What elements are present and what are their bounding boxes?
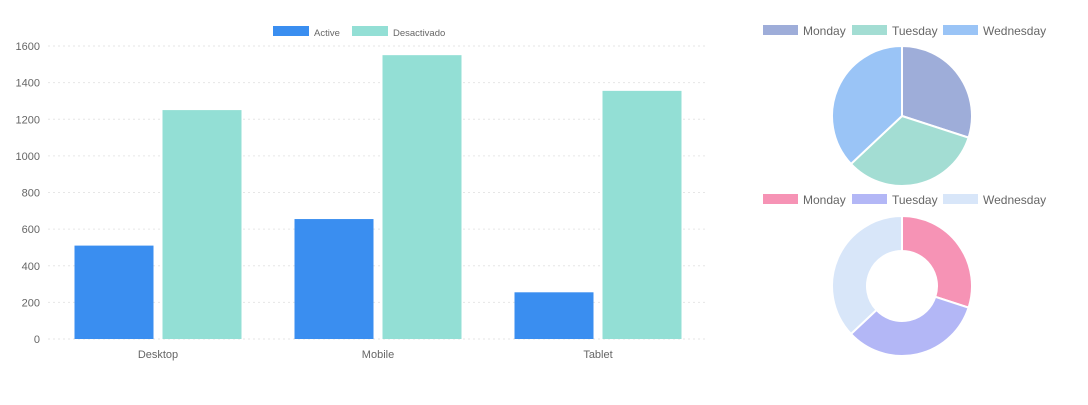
y-tick-label: 1600	[16, 41, 40, 53]
x-tick-label-desktop: Desktop	[138, 349, 178, 361]
pie-chart: Monday Tuesday Wednesday	[763, 24, 1046, 187]
y-tick-label: 0	[34, 334, 40, 346]
pie-legend-swatch-tuesday[interactable]	[852, 25, 887, 35]
pie-slice-tuesday[interactable]	[849, 114, 970, 187]
pie-legend-swatch-monday[interactable]	[763, 25, 798, 35]
bar-chart: 0 200 400 600 800 1000 1200 1400 1600 Desktop Mob…	[16, 26, 708, 361]
pie-chart-slices	[831, 44, 973, 187]
donut-legend-label-monday[interactable]: Monday	[803, 193, 846, 207]
pie-legend-label-tuesday[interactable]: Tuesday	[892, 24, 938, 38]
donut-legend-swatch-monday[interactable]	[763, 194, 798, 204]
pie-legend-swatch-wednesday[interactable]	[943, 25, 978, 35]
y-tick-label: 1000	[16, 151, 40, 163]
bar-chart-legend[interactable]: Active Desactivado	[273, 26, 445, 39]
bar-desactivado-tablet[interactable]	[602, 90, 682, 339]
x-tick-label-mobile: Mobile	[362, 349, 394, 361]
donut-slice-monday[interactable]	[901, 214, 973, 309]
bar-chart-y-ticks: 0 200 400 600 800 1000 1200 1400 1600	[16, 41, 40, 346]
bar-chart-x-ticks: Desktop Mobile Tablet	[138, 349, 613, 361]
y-tick-label: 1400	[16, 78, 40, 90]
donut-chart-legend[interactable]: Monday Tuesday Wednesday	[763, 193, 1046, 207]
donut-legend-swatch-tuesday[interactable]	[852, 194, 887, 204]
legend-label-desactivado[interactable]: Desactivado	[393, 28, 445, 39]
donut-legend-label-wednesday[interactable]: Wednesday	[983, 193, 1046, 207]
pie-legend-label-monday[interactable]: Monday	[803, 24, 846, 38]
bar-desactivado-desktop[interactable]	[162, 110, 242, 339]
pie-chart-legend[interactable]: Monday Tuesday Wednesday	[763, 24, 1046, 38]
y-tick-label: 400	[22, 261, 40, 273]
y-tick-label: 800	[22, 188, 40, 200]
donut-chart: Monday Tuesday Wednesday	[763, 193, 1046, 357]
y-tick-label: 600	[22, 224, 40, 236]
bar-desactivado-mobile[interactable]	[382, 55, 462, 339]
pie-legend-label-wednesday[interactable]: Wednesday	[983, 24, 1046, 38]
y-tick-label: 1200	[16, 114, 40, 126]
bar-chart-bars	[74, 55, 682, 339]
donut-slice-wednesday[interactable]	[831, 214, 903, 336]
legend-swatch-desactivado[interactable]	[352, 26, 388, 36]
bar-chart-grid	[48, 45, 708, 340]
donut-legend-label-tuesday[interactable]: Tuesday	[892, 193, 938, 207]
pie-slice-wednesday[interactable]	[831, 44, 903, 166]
legend-swatch-active[interactable]	[273, 26, 309, 36]
donut-chart-slices	[831, 214, 973, 357]
donut-slice-tuesday[interactable]	[849, 295, 970, 357]
y-tick-label: 200	[22, 297, 40, 309]
x-tick-label-tablet: Tablet	[583, 349, 612, 361]
pie-slice-monday[interactable]	[901, 44, 973, 139]
bar-active-tablet[interactable]	[514, 292, 594, 339]
bar-active-mobile[interactable]	[294, 219, 374, 339]
bar-active-desktop[interactable]	[74, 245, 154, 339]
donut-legend-swatch-wednesday[interactable]	[943, 194, 978, 204]
legend-label-active[interactable]: Active	[314, 28, 340, 39]
